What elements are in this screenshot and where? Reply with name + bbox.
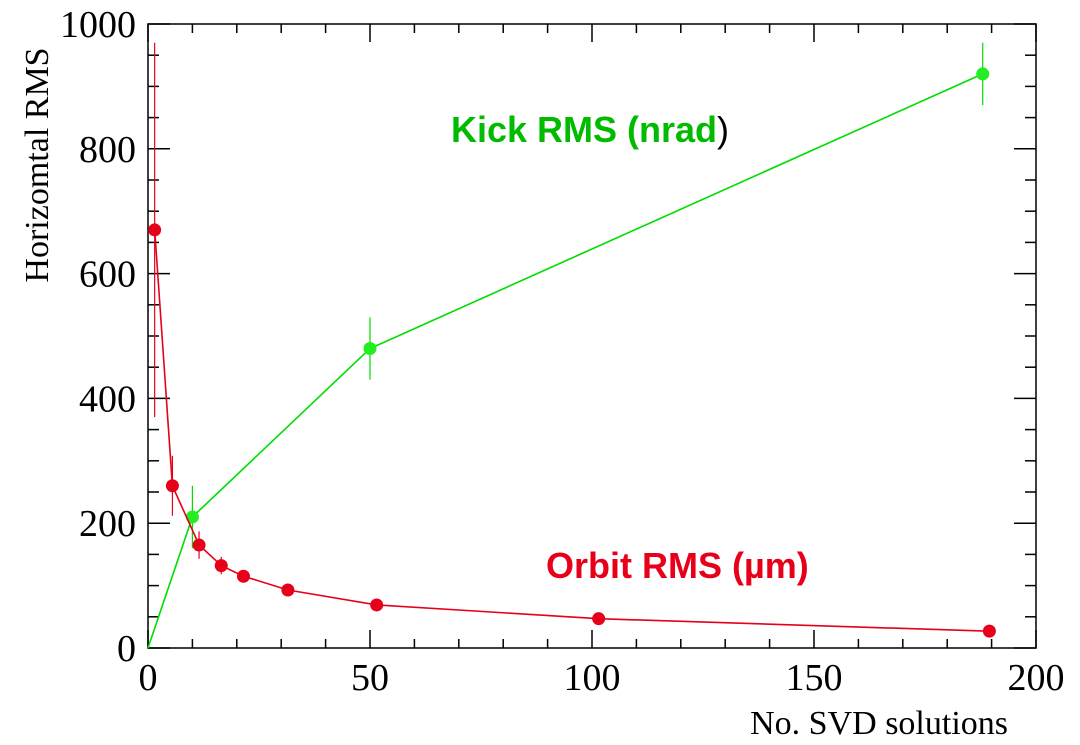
x-tick-label: 100 [564, 657, 621, 699]
y-axis-title: Horizomtal RMS [19, 47, 56, 282]
series-layer [147, 42, 996, 649]
x-tick-label: 0 [139, 657, 158, 699]
orbit-rms-annotation: Orbit RMS (µm) [546, 545, 809, 586]
x-axis-title: No. SVD solutions [750, 705, 1008, 742]
y-tick-label: 600 [79, 254, 136, 296]
y-tick-label: 200 [79, 503, 136, 545]
orbit-data-point [370, 598, 384, 612]
orbit-data-point [148, 223, 162, 237]
orbit-data-point [236, 569, 250, 583]
orbit-data-point [281, 583, 295, 597]
y-tick-label: 400 [79, 378, 136, 420]
y-tick-label: 0 [117, 628, 136, 670]
kick-data-point [185, 510, 199, 524]
kick-data-point [976, 67, 990, 81]
orbit-data-point [214, 559, 228, 573]
x-tick-label: 150 [786, 657, 843, 699]
x-tick-label: 200 [1008, 657, 1065, 699]
y-tick-label: 800 [79, 129, 136, 171]
tick-labels: 0 50 100 150 200 0 200 400 600 800 1000 [60, 4, 1065, 699]
orbit-data-point [192, 538, 206, 552]
orbit-data-point [982, 624, 996, 638]
kick-series-line [147, 73, 984, 649]
y-tick-label: 1000 [60, 4, 136, 46]
kick-rms-closing: ) [717, 109, 729, 150]
kick-data-point [363, 341, 377, 355]
orbit-data-point [592, 612, 606, 626]
kick-rms-label: Kick RMS (nrad [451, 109, 717, 150]
x-tick-label: 50 [351, 657, 389, 699]
orbit-data-point [165, 479, 179, 493]
kick-rms-annotation: Kick RMS (nrad) [451, 109, 729, 150]
